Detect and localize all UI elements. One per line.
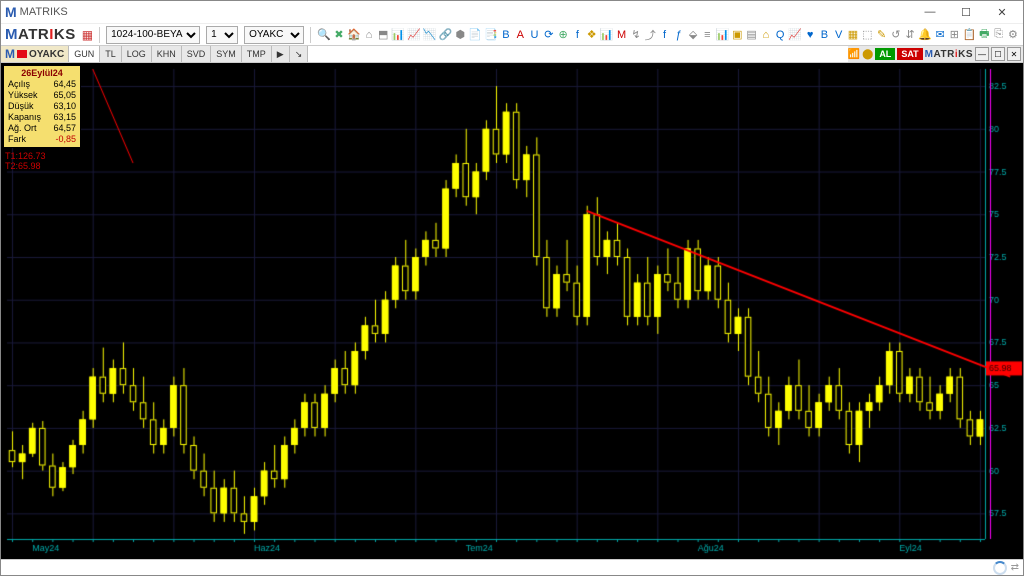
ohlc-row: Ağ. Ort64,57 bbox=[8, 123, 76, 134]
chart-toolbar: M OYAKC GUNTLLOGKHNSVDSYMTMP▶↘ 📶 ⬤ AL SA… bbox=[1, 45, 1023, 63]
tab-svd[interactable]: SVD bbox=[182, 46, 212, 62]
toolbar-icon-42[interactable]: ✉ bbox=[934, 27, 946, 43]
indicator-icon[interactable]: 📶 bbox=[848, 49, 860, 60]
tab-log[interactable]: LOG bbox=[122, 46, 152, 62]
ohlc-row: Fark-0,85 bbox=[8, 134, 76, 145]
toolbar-icon-30[interactable]: ⌂ bbox=[760, 27, 772, 43]
window-minimize[interactable]: — bbox=[913, 3, 947, 21]
toolbar-icon-10[interactable]: 📄 bbox=[468, 27, 482, 43]
toolbar-icon-43[interactable]: ⊞ bbox=[948, 27, 960, 43]
candlestick-chart[interactable] bbox=[1, 63, 1023, 559]
period-select[interactable]: 1 bbox=[206, 26, 238, 44]
ohlc-panel: 26Eylül24 Açılış64,45Yüksek65,05Düşük63,… bbox=[3, 65, 81, 148]
symbol-select[interactable]: OYAKC bbox=[244, 26, 304, 44]
symbol-badge[interactable]: M OYAKC bbox=[1, 46, 69, 62]
tab-sym[interactable]: SYM bbox=[211, 46, 242, 62]
toolbar-icon-16[interactable]: ⊕ bbox=[557, 27, 569, 43]
toolbar-icon-1[interactable]: ✖ bbox=[333, 27, 345, 43]
toolbar-icon-17[interactable]: f bbox=[571, 27, 583, 43]
ohlc-row: Açılış64,45 bbox=[8, 79, 76, 90]
grid-icon[interactable]: ▦ bbox=[82, 28, 93, 42]
mini-brand: MATRiKS bbox=[925, 49, 973, 60]
loading-spinner-icon bbox=[993, 561, 1007, 575]
chart-maximize[interactable]: ☐ bbox=[991, 47, 1005, 61]
toolbar-icon-37[interactable]: ⬚ bbox=[861, 27, 873, 43]
toolbar-icon-2[interactable]: 🏠 bbox=[347, 27, 361, 43]
tab-gun[interactable]: GUN bbox=[69, 46, 100, 62]
toolbar-icon-27[interactable]: 📊 bbox=[715, 27, 729, 43]
window-maximize[interactable]: ☐ bbox=[949, 3, 983, 21]
chart-minimize[interactable]: — bbox=[975, 47, 989, 61]
tab-khn[interactable]: KHN bbox=[152, 46, 182, 62]
toolbar-icon-19[interactable]: 📊 bbox=[600, 27, 614, 43]
toolbar-icon-31[interactable]: Q bbox=[774, 27, 786, 43]
statusbar: ⇄ bbox=[1, 559, 1023, 575]
toolbar-icon-0[interactable]: 🔍 bbox=[317, 27, 331, 43]
toolbar-icon-5[interactable]: 📊 bbox=[391, 27, 405, 43]
flag-icon bbox=[17, 50, 27, 58]
toolbar-icon-22[interactable]: ⤴ bbox=[644, 27, 656, 43]
toolbar-icon-32[interactable]: 📈 bbox=[788, 27, 802, 43]
toolbar-icon-11[interactable]: 📑 bbox=[484, 27, 498, 43]
toolbar-icon-33[interactable]: ♥ bbox=[804, 27, 816, 43]
toolbar-icon-40[interactable]: ⇵ bbox=[904, 27, 916, 43]
tab-▶[interactable]: ▶ bbox=[272, 46, 290, 62]
toolbar-icon-6[interactable]: 📈 bbox=[407, 27, 421, 43]
toolbar-icon-9[interactable]: ⬢ bbox=[454, 27, 466, 43]
toolbar-icon-45[interactable]: 🖶 bbox=[978, 27, 990, 43]
toolbar-icon-28[interactable]: ▣ bbox=[731, 27, 743, 43]
app-title: MATRIKS bbox=[20, 6, 68, 18]
chart-close[interactable]: ✕ bbox=[1007, 47, 1021, 61]
toolbar-icon-46[interactable]: ⎘ bbox=[993, 27, 1005, 43]
toolbar-icon-35[interactable]: V bbox=[833, 27, 845, 43]
tab-tmp[interactable]: TMP bbox=[242, 46, 272, 62]
ohlc-date: 26Eylül24 bbox=[8, 68, 76, 79]
toolbar-icon-21[interactable]: ↯ bbox=[630, 27, 642, 43]
ohlc-row: Yüksek65,05 bbox=[8, 90, 76, 101]
toolbar-icon-41[interactable]: 🔔 bbox=[918, 27, 932, 43]
toolbar-icon-18[interactable]: ❖ bbox=[586, 27, 598, 43]
sync-icon: ⇄ bbox=[1011, 562, 1019, 573]
trend-label: T1:126.73 bbox=[5, 151, 46, 161]
ohlc-row: Düşük63,10 bbox=[8, 101, 76, 112]
toolbar-icon-39[interactable]: ↺ bbox=[890, 27, 902, 43]
toolbar-icon-34[interactable]: B bbox=[818, 27, 830, 43]
titlebar: M MATRIKS — ☐ ✕ bbox=[1, 1, 1023, 23]
trend-label: T2:65.98 bbox=[5, 161, 41, 171]
tab-↘[interactable]: ↘ bbox=[290, 46, 309, 62]
sell-badge[interactable]: SAT bbox=[897, 48, 922, 60]
toolbar-icon-row: 🔍✖🏠⌂⬒📊📈📉🔗⬢📄📑BAU⟳⊕f❖📊M↯⤴fƒ⬙≡📊▣▤⌂Q📈♥BV▦⬚✎↺… bbox=[317, 27, 1019, 43]
buy-badge[interactable]: AL bbox=[875, 48, 895, 60]
toolbar-icon-36[interactable]: ▦ bbox=[847, 27, 859, 43]
app-logo-m: M bbox=[5, 4, 17, 20]
toolbar-icon-38[interactable]: ✎ bbox=[875, 27, 887, 43]
toolbar-icon-12[interactable]: B bbox=[500, 27, 512, 43]
toolbar-icon-29[interactable]: ▤ bbox=[745, 27, 757, 43]
toolbar-icon-23[interactable]: f bbox=[658, 27, 670, 43]
ohlc-row: Kapanış63,15 bbox=[8, 112, 76, 123]
toolbar-icon-3[interactable]: ⌂ bbox=[363, 27, 375, 43]
layout-select[interactable]: 1024-100-BEYA bbox=[106, 26, 200, 44]
toolbar-icon-26[interactable]: ≡ bbox=[701, 27, 713, 43]
window-close[interactable]: ✕ bbox=[985, 3, 1019, 21]
chart-area[interactable]: 26Eylül24 Açılış64,45Yüksek65,05Düşük63,… bbox=[1, 63, 1023, 559]
toolbar-icon-14[interactable]: U bbox=[528, 27, 540, 43]
toolbar-icon-13[interactable]: A bbox=[514, 27, 526, 43]
toolbar-icon-44[interactable]: 📋 bbox=[963, 27, 977, 43]
toolbar-icon-24[interactable]: ƒ bbox=[673, 27, 685, 43]
toolbar-icon-7[interactable]: 📉 bbox=[423, 27, 437, 43]
toolbar-icon-8[interactable]: 🔗 bbox=[438, 27, 452, 43]
toolbar-icon-25[interactable]: ⬙ bbox=[687, 27, 699, 43]
toolbar-icon-15[interactable]: ⟳ bbox=[543, 27, 555, 43]
main-toolbar: MATRIKS ▦ 1024-100-BEYA 1 OYAKC 🔍✖🏠⌂⬒📊📈📉… bbox=[1, 23, 1023, 45]
toolbar-icon-47[interactable]: ⚙ bbox=[1007, 27, 1019, 43]
toolbar-icon-20[interactable]: M bbox=[616, 27, 628, 43]
brand-logo: MATRIKS bbox=[5, 26, 76, 43]
app-window: M MATRIKS — ☐ ✕ MATRIKS ▦ 1024-100-BEYA … bbox=[0, 0, 1024, 576]
tab-tl[interactable]: TL bbox=[100, 46, 122, 62]
toolbar-icon-4[interactable]: ⬒ bbox=[377, 27, 389, 43]
info-icon[interactable]: ⬤ bbox=[862, 49, 873, 60]
